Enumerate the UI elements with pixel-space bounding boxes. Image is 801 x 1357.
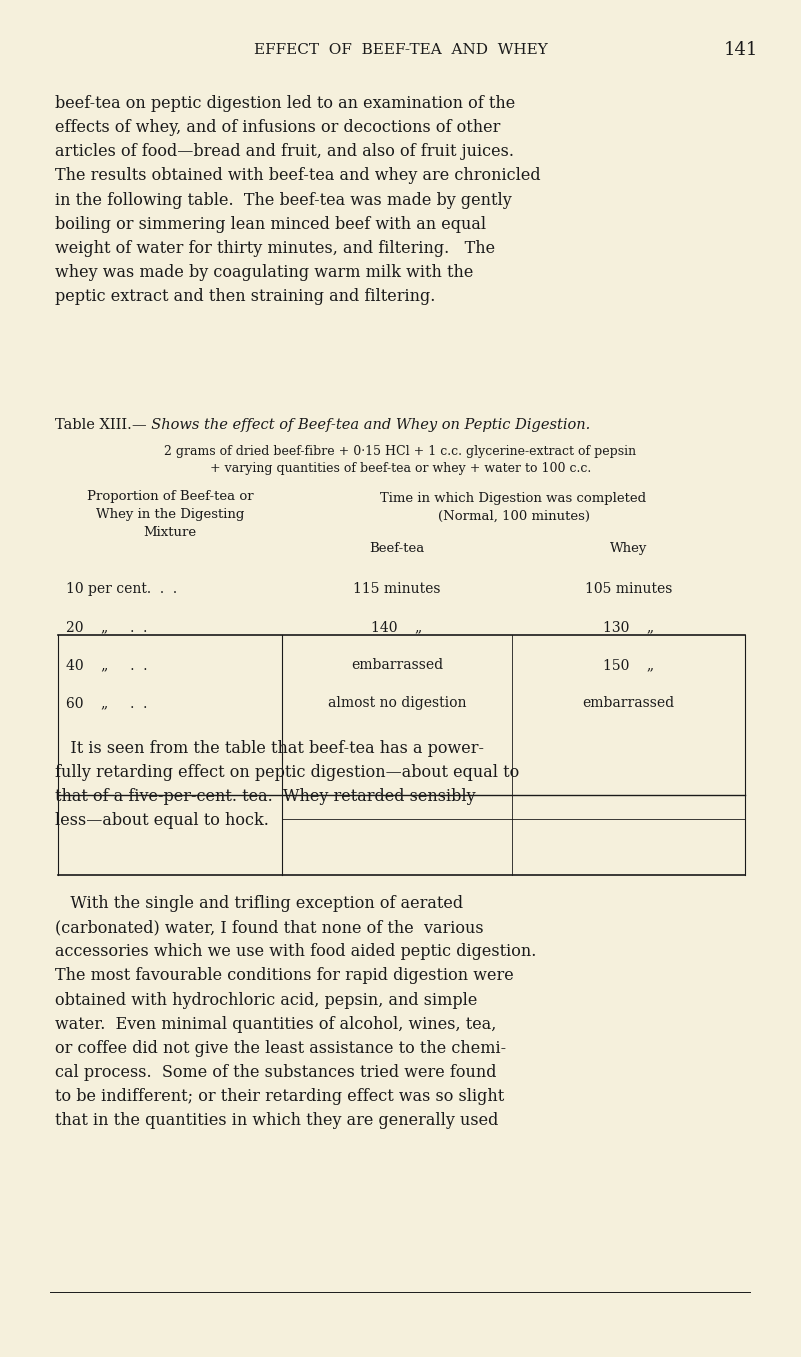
Text: almost no digestion: almost no digestion	[328, 696, 466, 710]
Text: 141: 141	[724, 41, 758, 58]
Text: Time in which Digestion was completed
(Normal, 100 minutes): Time in which Digestion was completed (N…	[380, 493, 646, 522]
Text: — Shows the effect of Beef-tea and Whey on Peptic Digestion.: — Shows the effect of Beef-tea and Whey …	[132, 418, 590, 432]
Text: 20    „     .  .: 20 „ . .	[66, 620, 147, 634]
Text: 105 minutes: 105 minutes	[585, 582, 672, 596]
Text: 10 per cent.  .  .: 10 per cent. . .	[66, 582, 177, 596]
Text: Table XIII.: Table XIII.	[55, 418, 131, 432]
Text: + varying quantities of beef-tea or whey + water to 100 c.c.: + varying quantities of beef-tea or whey…	[210, 461, 591, 475]
Text: embarrassed: embarrassed	[582, 696, 674, 710]
Text: 150    „: 150 „	[603, 658, 654, 672]
Text: 60    „     .  .: 60 „ . .	[66, 696, 147, 710]
Text: 2 grams of dried beef-fibre + 0·15 HCl + 1 c.c. glycerine-extract of pepsin: 2 grams of dried beef-fibre + 0·15 HCl +…	[164, 445, 637, 459]
Text: beef-tea on peptic digestion led to an examination of the
effects of whey, and o: beef-tea on peptic digestion led to an e…	[55, 95, 541, 305]
Text: It is seen from the table that beef-tea has a power-
fully retarding effect on p: It is seen from the table that beef-tea …	[55, 740, 519, 829]
Text: embarrassed: embarrassed	[351, 658, 443, 672]
Text: Beef-tea: Beef-tea	[369, 541, 425, 555]
Text: 130    „: 130 „	[603, 620, 654, 634]
Text: 140    „: 140 „	[372, 620, 423, 634]
Text: With the single and trifling exception of aerated
(carbonated) water, I found th: With the single and trifling exception o…	[55, 896, 537, 1129]
Text: 115 minutes: 115 minutes	[353, 582, 441, 596]
Text: Whey: Whey	[610, 541, 647, 555]
Text: 40    „     .  .: 40 „ . .	[66, 658, 147, 672]
Text: Proportion of Beef-tea or
Whey in the Digesting
Mixture: Proportion of Beef-tea or Whey in the Di…	[87, 490, 253, 539]
Text: EFFECT  OF  BEEF-TEA  AND  WHEY: EFFECT OF BEEF-TEA AND WHEY	[254, 43, 547, 57]
